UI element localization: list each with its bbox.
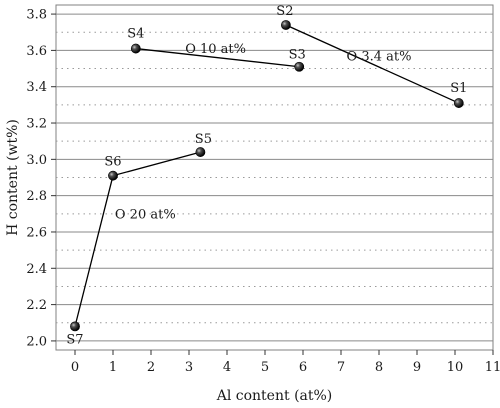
- x-tick-label: 5: [261, 360, 269, 375]
- data-point-s5: [195, 147, 206, 157]
- x-tick-label: 3: [185, 360, 193, 375]
- x-tick-label: 4: [223, 360, 231, 375]
- annotations: O 3.4 at% O 10 at% O 20 at%: [115, 42, 412, 222]
- data-point-s2: [280, 20, 291, 30]
- x-tick-label: 9: [413, 360, 421, 375]
- annotation-label: O 20 at%: [115, 207, 176, 222]
- data-point-s4: [130, 43, 141, 54]
- series-line: [135, 47, 300, 68]
- annotation-label: O 3.4 at%: [347, 49, 412, 64]
- point-label-s4: S4: [127, 27, 144, 42]
- y-axis: 2.0 2.2 2.4 2.6 2.8 3.0 3.2 3.4 3.6 3.8: [26, 8, 56, 349]
- x-tick-label: 2: [147, 360, 155, 375]
- annotation-label: O 10 at%: [185, 42, 246, 57]
- point-label-s1: S1: [450, 81, 467, 96]
- x-tick-label: 11: [485, 360, 500, 375]
- x-tick-label: 1: [109, 360, 117, 375]
- point-labels: S1 S2 S3 S4 S5 S6 S7: [66, 4, 467, 347]
- x-axis-title: Al content (at%): [216, 388, 333, 404]
- y-tick-label: 3.4: [26, 80, 47, 95]
- y-axis-title: H content (wt%): [5, 119, 21, 236]
- plot-area: [55, 4, 494, 351]
- data-point-s7: [70, 321, 80, 332]
- x-axis: 0 1 2 3 4 5 6 7 8 9 10 11: [71, 350, 500, 375]
- y-tick-label: 2.8: [26, 189, 47, 204]
- point-label-s7: S7: [66, 332, 83, 347]
- x-tick-label: 7: [337, 360, 345, 375]
- point-label-s2: S2: [276, 4, 293, 19]
- y-tick-label: 3.8: [26, 8, 47, 23]
- x-tick-label: 0: [71, 360, 79, 375]
- point-label-s5: S5: [195, 132, 212, 147]
- y-tick-label: 2.0: [26, 334, 47, 349]
- data-point-s6: [108, 170, 118, 181]
- y-tick-label: 2.2: [26, 298, 47, 313]
- point-label-s3: S3: [289, 48, 306, 63]
- x-tick-label: 10: [447, 360, 464, 375]
- x-tick-label: 6: [299, 360, 307, 375]
- data-point-s3: [294, 61, 305, 72]
- x-tick-label: 8: [375, 360, 383, 375]
- data-points: [70, 20, 464, 332]
- series-line: [285, 24, 460, 104]
- y-tick-label: 3.2: [26, 117, 47, 132]
- y-tick-label: 2.4: [26, 262, 47, 277]
- y-tick-label: 3.6: [26, 44, 47, 59]
- gridlines: [56, 13, 493, 342]
- y-tick-label: 3.0: [26, 153, 47, 168]
- point-label-s6: S6: [104, 155, 121, 170]
- y-tick-label: 2.6: [26, 225, 47, 240]
- data-point-s1: [453, 98, 464, 108]
